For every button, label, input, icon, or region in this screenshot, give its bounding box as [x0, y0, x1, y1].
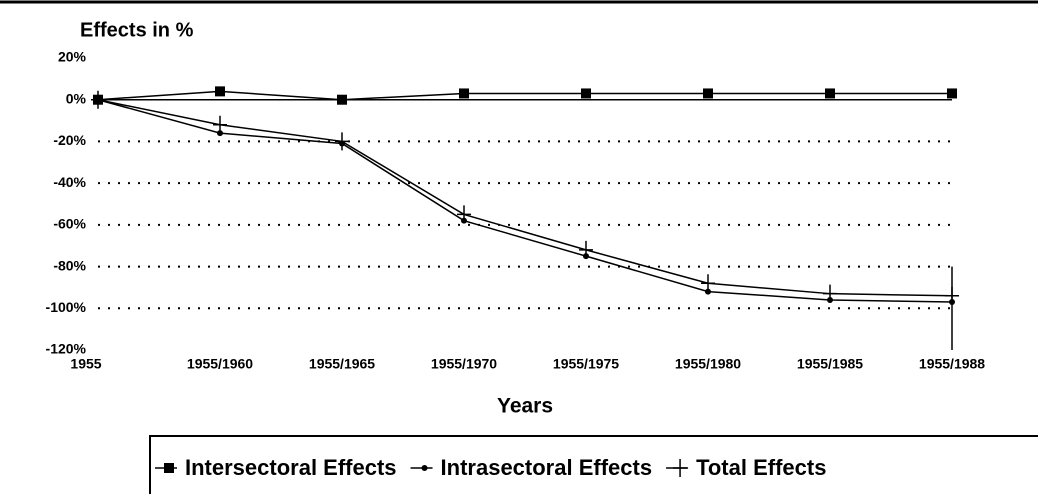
x-tick-label: 1955/1970	[431, 356, 497, 372]
x-axis-label: Years	[497, 395, 553, 418]
series-line	[97, 90, 952, 101]
marker	[825, 88, 835, 99]
x-tick-label: 1955/1985	[797, 356, 863, 372]
legend-swatch	[673, 459, 688, 477]
x-tick-label: 1955	[70, 356, 101, 372]
marker	[335, 132, 349, 151]
chart-title: Effects in %	[80, 19, 194, 41]
marker	[215, 86, 225, 97]
legend-swatch	[164, 463, 174, 473]
marker	[459, 88, 469, 99]
marker	[91, 90, 105, 109]
y-tick-label: -60%	[53, 216, 86, 232]
legend-label: Intersectoral Effects	[185, 455, 397, 480]
legend-label: Intrasectoral Effects	[441, 455, 653, 480]
marker	[703, 88, 713, 99]
x-tick-label: 1955/1988	[919, 356, 985, 372]
x-tick-label: 1955/1960	[187, 356, 253, 372]
y-tick-label: -120%	[46, 341, 87, 357]
y-tick-label: -20%	[53, 132, 86, 148]
legend-label: Total Effects	[696, 455, 826, 480]
x-tick-label: 1955/1980	[675, 356, 741, 372]
y-tick-label: -40%	[53, 174, 86, 190]
marker	[947, 88, 957, 99]
marker	[457, 205, 471, 224]
y-tick-label: 0%	[66, 90, 87, 106]
marker	[945, 286, 959, 305]
y-tick-label: -100%	[46, 299, 87, 315]
marker	[701, 274, 715, 293]
legend-box	[149, 435, 1038, 494]
series-line	[97, 98, 953, 297]
x-tick-label: 1955/1975	[553, 356, 619, 372]
legend-swatch	[421, 465, 428, 471]
x-tick-label: 1955/1965	[309, 356, 375, 372]
marker	[581, 88, 591, 99]
y-tick-label: 20%	[58, 49, 87, 65]
marker	[823, 284, 837, 303]
series-line	[97, 98, 953, 303]
y-tick-label: -80%	[53, 257, 86, 273]
marker	[337, 94, 347, 105]
marker	[579, 240, 593, 259]
marker	[213, 115, 227, 134]
